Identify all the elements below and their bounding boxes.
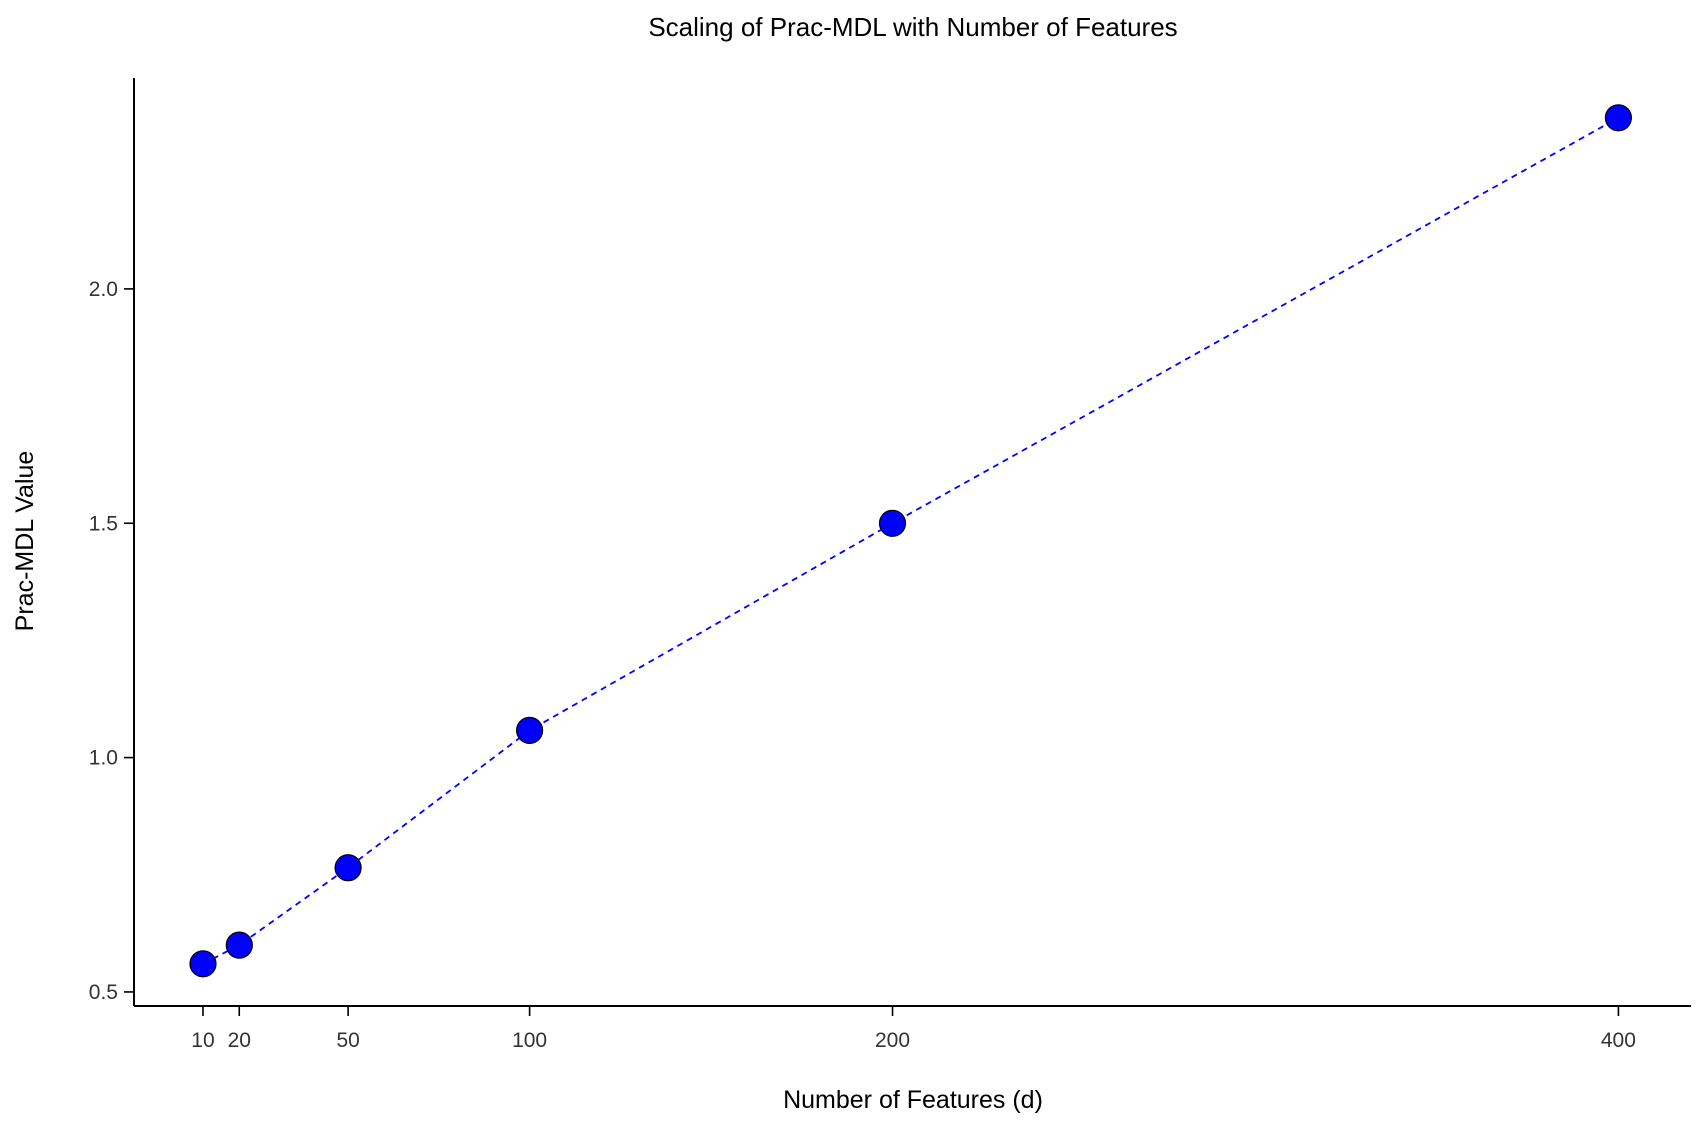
data-point-d-20 bbox=[225, 931, 253, 959]
chart-title: Scaling of Prac-MDL with Number of Featu… bbox=[648, 12, 1177, 42]
y-axis-label: Prac-MDL Value bbox=[11, 451, 39, 632]
y-tick-label: 0.5 bbox=[89, 981, 118, 1004]
x-tick-label: 20 bbox=[228, 1029, 251, 1052]
x-tick-label: 100 bbox=[512, 1029, 547, 1052]
y-axis: 0.5 1.0 1.5 2.0 bbox=[89, 78, 135, 1006]
x-tick-label: 200 bbox=[875, 1029, 910, 1052]
data-point-d-400 bbox=[1604, 104, 1633, 132]
y-tick-label: 1.0 bbox=[89, 747, 118, 770]
x-tick-label: 400 bbox=[1601, 1029, 1636, 1052]
y-tick-label: 2.0 bbox=[89, 278, 118, 301]
x-tick-label: 50 bbox=[336, 1029, 359, 1052]
x-axis-label: Number of Features (d) bbox=[783, 1086, 1043, 1114]
data-point-d-50 bbox=[334, 854, 362, 882]
series-line bbox=[202, 117, 1619, 965]
data-point-d-10 bbox=[189, 950, 217, 978]
data-point-d-200 bbox=[878, 509, 907, 537]
y-ticks: 0.5 1.0 1.5 2.0 bbox=[89, 278, 134, 1004]
y-tick-label: 1.5 bbox=[89, 512, 118, 535]
x-axis: 10 20 50 100 200 400 bbox=[134, 1005, 1691, 1052]
data-point-d-100 bbox=[515, 716, 544, 745]
plot-area bbox=[189, 104, 1633, 978]
x-ticks: 10 20 50 100 200 400 bbox=[191, 1006, 1636, 1052]
x-tick-label: 10 bbox=[191, 1029, 214, 1052]
